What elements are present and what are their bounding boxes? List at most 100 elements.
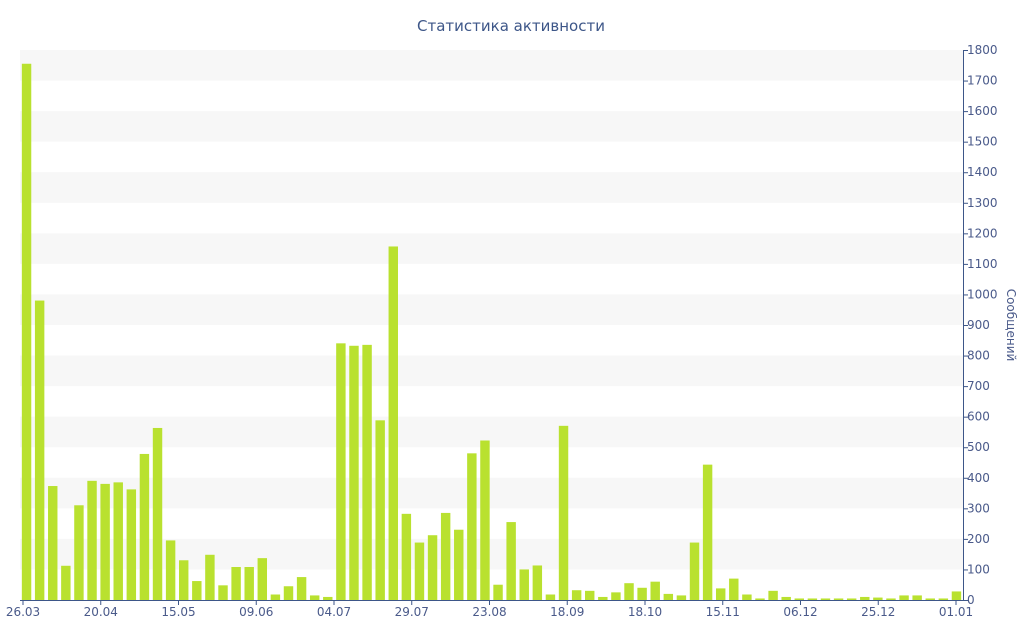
grid-band [20, 538, 963, 570]
bar [755, 598, 765, 600]
x-tick-label: 29.07 [395, 605, 429, 619]
bar [506, 522, 516, 600]
y-tick-label: 1300 [967, 196, 998, 210]
bar [650, 581, 660, 600]
bar [100, 483, 110, 600]
x-tick-label: 20.04 [84, 605, 118, 619]
y-tick-label: 1500 [967, 135, 998, 149]
y-axis-ticks: 0 100 200 300 400 500 600 700 800 900 1000 1100 1200… [963, 43, 998, 607]
bar [179, 560, 189, 600]
grid-bands [20, 50, 963, 570]
x-tick-label: 15.11 [706, 605, 740, 619]
bar [519, 569, 529, 600]
x-tick-label: 06.12 [783, 605, 817, 619]
bar [323, 596, 333, 600]
bar [257, 558, 268, 600]
bar [663, 593, 674, 600]
y-tick-label: 1600 [967, 104, 998, 118]
bar [61, 565, 71, 600]
bar [820, 598, 831, 600]
y-tick-label: 1000 [967, 287, 998, 301]
y-tick-label: 1400 [967, 165, 998, 179]
bar [87, 480, 97, 600]
bar [218, 585, 228, 600]
bar [336, 343, 346, 600]
y-tick-label: 1700 [967, 74, 998, 88]
bar [899, 595, 909, 600]
grid-band [20, 111, 963, 142]
bar [139, 453, 150, 600]
bar [951, 591, 962, 600]
bar [912, 595, 922, 600]
bar [925, 598, 935, 600]
bar [676, 595, 687, 600]
bar [545, 594, 556, 600]
x-tick-label: 18.09 [550, 605, 584, 619]
bar [794, 598, 804, 600]
bar [585, 590, 595, 600]
bar [21, 63, 32, 600]
bar [414, 542, 425, 600]
y-tick-label: 1100 [967, 257, 998, 271]
grid-band [20, 416, 963, 448]
bar [244, 567, 254, 600]
x-tick-label: 23.08 [472, 605, 506, 619]
bar [388, 246, 398, 600]
bar [270, 594, 281, 600]
bar-series [21, 63, 962, 600]
y-tick-label: 500 [967, 440, 990, 454]
bar [349, 345, 359, 600]
bar [205, 554, 215, 600]
y-tick-label: 700 [967, 379, 990, 393]
grid-band [20, 477, 963, 509]
bar [296, 577, 307, 600]
grid-band [20, 355, 963, 387]
bar [846, 598, 857, 600]
bar [702, 464, 713, 600]
bar [729, 578, 739, 600]
y-tick-label: 1800 [967, 43, 998, 57]
y-tick-label: 900 [967, 318, 990, 332]
x-tick-label: 01.01 [939, 605, 973, 619]
bar [375, 420, 385, 600]
bar [427, 535, 438, 600]
bar [807, 598, 818, 600]
x-tick-label: 18.10 [628, 605, 662, 619]
bar [231, 567, 241, 600]
bar [493, 584, 503, 600]
bar [454, 529, 464, 600]
bar [401, 513, 412, 600]
bar [74, 505, 84, 600]
bar [440, 512, 451, 600]
bar [467, 453, 477, 600]
bar [34, 300, 45, 600]
bar [938, 598, 949, 600]
bar [611, 592, 621, 600]
bar [598, 596, 608, 600]
y-tick-label: 100 [967, 562, 990, 576]
bar [113, 482, 123, 600]
bar [480, 440, 490, 600]
grid-band [20, 294, 963, 325]
y-tick-label: 400 [967, 471, 990, 485]
grid-band [20, 50, 963, 81]
bar [165, 540, 176, 600]
y-tick-label: 300 [967, 501, 990, 515]
bar [283, 586, 294, 600]
bar [558, 425, 569, 600]
y-tick-label: 200 [967, 532, 990, 546]
bar [624, 583, 634, 600]
y-tick-label: 0 [967, 593, 975, 607]
bar [571, 590, 582, 600]
x-tick-label: 25.12 [861, 605, 895, 619]
bar [362, 344, 372, 600]
bar [873, 597, 883, 600]
x-tick-label: 04.07 [317, 605, 351, 619]
chart-title: Статистика активности [417, 17, 605, 35]
x-tick-label: 26.03 [6, 605, 40, 619]
bar [637, 587, 647, 600]
bar [886, 598, 896, 600]
grid-band [20, 172, 963, 203]
